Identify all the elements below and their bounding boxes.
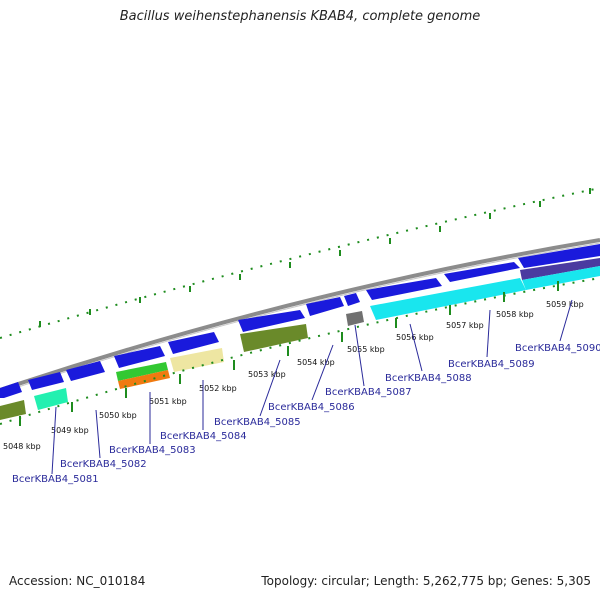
gene-label[interactable]: BcerKBAB4_5082 (60, 459, 147, 470)
gene-label[interactable]: BcerKBAB4_5086 (268, 402, 355, 413)
accession-text: Accession: NC_010184 (9, 574, 146, 588)
gene-label-leaders (51, 299, 573, 475)
gene-arrow[interactable] (306, 297, 344, 316)
gene-arrow[interactable] (66, 361, 105, 381)
gene-arrow[interactable] (518, 244, 600, 268)
gene-label[interactable]: BcerKBAB4_5089 (448, 359, 535, 370)
gene-labels: BcerKBAB4_5081 BcerKBAB4_5082 BcerKBAB4_… (12, 343, 600, 485)
gene-block-olive[interactable] (0, 400, 26, 420)
gene-arrow[interactable] (344, 293, 360, 306)
gene-block-gray[interactable] (346, 311, 364, 326)
reverse-strand-genes (0, 258, 600, 420)
gene-block-teal[interactable] (34, 388, 68, 410)
gene-label[interactable]: BcerKBAB4_5088 (385, 373, 472, 384)
topology-text: Topology: circular; Length: 5,262,775 bp… (261, 574, 591, 588)
gene-block-green[interactable] (116, 362, 168, 381)
gene-block-khaki[interactable] (170, 348, 224, 372)
gene-block-olive[interactable] (240, 324, 308, 352)
gene-label[interactable]: BcerKBAB4_5083 (109, 445, 196, 456)
inner-tick-ring (0, 277, 600, 426)
kbp-label: 5053 kbp (248, 370, 286, 379)
gene-arrow[interactable] (114, 346, 165, 368)
kbp-label: 5055 kbp (347, 345, 385, 354)
gene-arrow[interactable] (238, 310, 305, 332)
kbp-label: 5048 kbp (3, 442, 41, 451)
gene-arrow[interactable] (168, 332, 219, 354)
kbp-label: 5056 kbp (396, 333, 434, 342)
gene-block-cyan[interactable] (370, 278, 526, 320)
kbp-label: 5052 kbp (199, 384, 237, 393)
outer-tick-ring (0, 187, 600, 339)
genome-backbone (0, 238, 600, 392)
gene-label[interactable]: BcerKBAB4_5081 (12, 474, 99, 485)
gene-label[interactable]: BcerKBAB4_5087 (325, 387, 412, 398)
kbp-label: 5050 kbp (99, 411, 137, 420)
gene-arrow[interactable] (366, 278, 442, 300)
gene-arrow[interactable] (444, 262, 520, 282)
gene-label[interactable]: BcerKBAB4_5085 (214, 417, 301, 428)
gene-label[interactable]: BcerKBAB4_5090 (515, 343, 600, 354)
gene-arrow[interactable] (0, 382, 22, 398)
gene-block-cyan[interactable] (522, 266, 600, 290)
forward-strand-genes (0, 244, 600, 398)
kbp-labels: 5048 kbp 5049 kbp 5050 kbp 5051 kbp 5052… (3, 300, 584, 451)
gene-block-slate[interactable] (520, 258, 600, 280)
kbp-label: 5057 kbp (446, 321, 484, 330)
kbp-label: 5054 kbp (297, 358, 335, 367)
kbp-label: 5051 kbp (149, 397, 187, 406)
kbp-label: 5059 kbp (546, 300, 584, 309)
kbp-label: 5058 kbp (496, 310, 534, 319)
gene-arrow[interactable] (28, 372, 64, 390)
gene-block-orange[interactable] (118, 370, 170, 389)
gene-label[interactable]: BcerKBAB4_5084 (160, 431, 247, 442)
kbp-label: 5049 kbp (51, 426, 89, 435)
map-title: Bacillus weihenstephanensis KBAB4, compl… (119, 9, 481, 24)
